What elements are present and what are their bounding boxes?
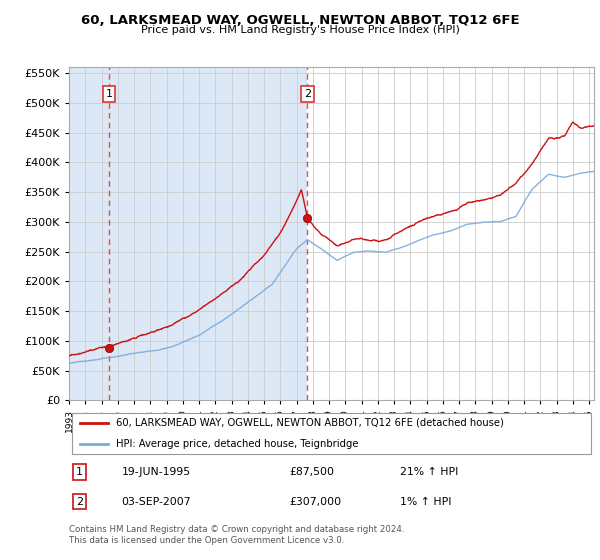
Text: 2: 2	[304, 89, 311, 99]
Bar	[69, 67, 307, 400]
Text: HPI: Average price, detached house, Teignbridge: HPI: Average price, detached house, Teig…	[116, 439, 359, 449]
Text: 60, LARKSMEAD WAY, OGWELL, NEWTON ABBOT, TQ12 6FE (detached house): 60, LARKSMEAD WAY, OGWELL, NEWTON ABBOT,…	[116, 418, 504, 428]
FancyBboxPatch shape	[71, 413, 592, 454]
Text: 1% ↑ HPI: 1% ↑ HPI	[400, 497, 451, 507]
Text: Contains HM Land Registry data © Crown copyright and database right 2024.
This d: Contains HM Land Registry data © Crown c…	[69, 525, 404, 545]
Text: Price paid vs. HM Land Registry's House Price Index (HPI): Price paid vs. HM Land Registry's House …	[140, 25, 460, 35]
Text: £87,500: £87,500	[290, 467, 335, 477]
Text: 03-SEP-2007: 03-SEP-2007	[121, 497, 191, 507]
Text: 60, LARKSMEAD WAY, OGWELL, NEWTON ABBOT, TQ12 6FE: 60, LARKSMEAD WAY, OGWELL, NEWTON ABBOT,…	[80, 14, 520, 27]
Text: 21% ↑ HPI: 21% ↑ HPI	[400, 467, 458, 477]
Text: 19-JUN-1995: 19-JUN-1995	[121, 467, 191, 477]
Text: 1: 1	[76, 467, 83, 477]
Text: 2: 2	[76, 497, 83, 507]
Text: £307,000: £307,000	[290, 497, 341, 507]
Text: 1: 1	[106, 89, 113, 99]
